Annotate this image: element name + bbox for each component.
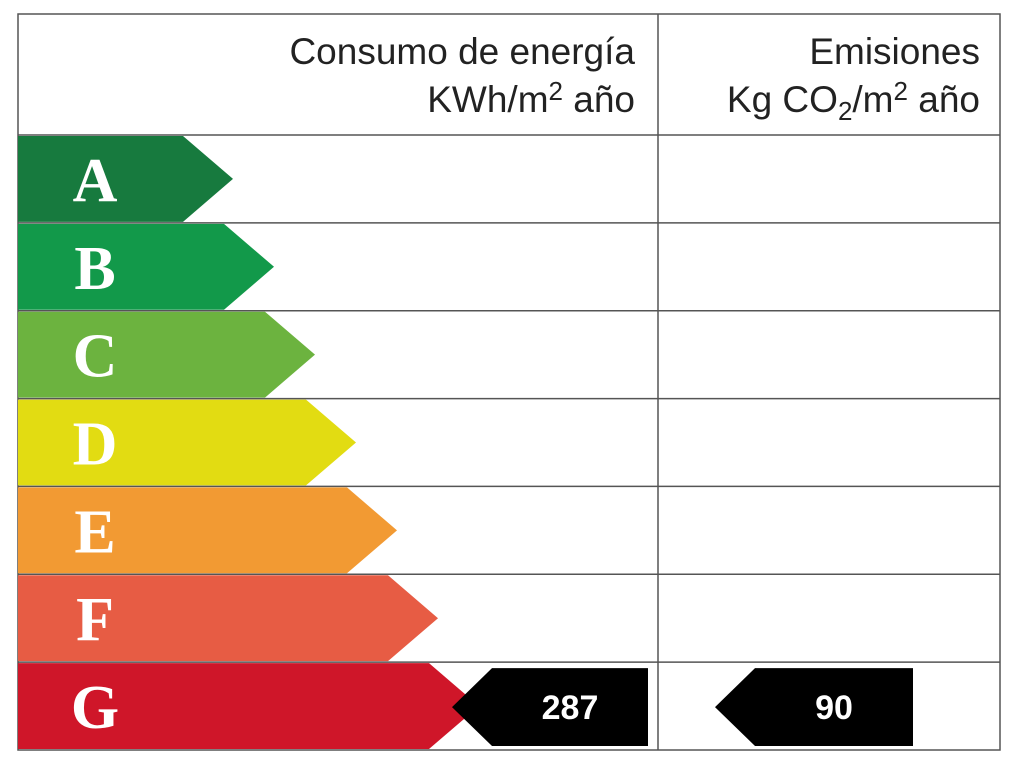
unit-sup: 2: [894, 76, 908, 106]
rating-marker: [452, 668, 648, 746]
emissions-unit: Kg CO2/m2 año: [727, 76, 980, 126]
unit-part: Kg CO: [727, 79, 838, 120]
energy-unit: KWh/m2 año: [427, 76, 635, 120]
class-letter: E: [74, 498, 115, 566]
class-arrow: [18, 663, 479, 749]
unit-part: año: [563, 79, 635, 120]
class-letter: A: [73, 147, 118, 215]
unit-sup: 2: [549, 76, 563, 106]
unit-part: /m: [852, 79, 893, 120]
unit-part: KWh/m: [427, 79, 548, 120]
rating-marker: [715, 668, 913, 746]
emissions-title: Emisiones: [809, 31, 980, 72]
class-letter: D: [73, 411, 118, 479]
class-arrow: [18, 136, 233, 222]
unit-part: año: [908, 79, 980, 120]
class-arrow: [18, 399, 356, 486]
energy-title: Consumo de energía: [289, 31, 635, 72]
class-arrow: [18, 575, 438, 662]
class-arrow: [18, 311, 315, 398]
class-letter: B: [74, 235, 115, 303]
rating-value: 287: [542, 689, 599, 727]
class-arrow: [18, 223, 274, 310]
class-letter: C: [73, 323, 118, 391]
unit-sub: 2: [838, 96, 852, 126]
rating-value: 90: [815, 689, 853, 727]
class-arrow: [18, 487, 397, 574]
class-letter: F: [76, 586, 114, 654]
class-letter: G: [71, 674, 119, 742]
